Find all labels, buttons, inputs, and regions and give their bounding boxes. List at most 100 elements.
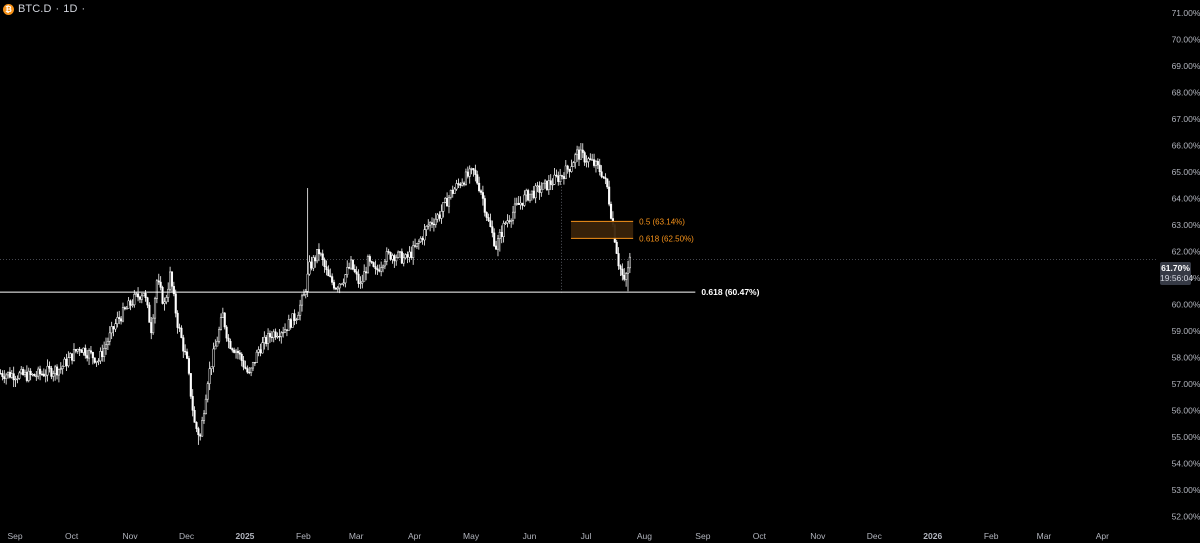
candle-body xyxy=(476,174,479,184)
candle-body xyxy=(608,186,611,205)
candle-body xyxy=(434,218,437,225)
candle-body xyxy=(365,271,368,274)
candle-body xyxy=(591,159,594,161)
candle-body xyxy=(127,300,130,309)
candle-body xyxy=(397,251,400,258)
candle-body xyxy=(500,231,503,237)
candle-body xyxy=(272,331,275,338)
candle-body xyxy=(478,182,481,192)
candle-body xyxy=(587,158,590,162)
candle-body xyxy=(321,253,324,260)
candle-body xyxy=(71,353,74,361)
candle-body xyxy=(82,347,85,353)
candle-body xyxy=(461,182,464,186)
y-tick-label: 65.00% xyxy=(1172,167,1200,177)
symbol-header[interactable]: ₿ BTC.D · 1D · xyxy=(3,2,85,16)
y-tick-label: 64.00% xyxy=(1172,194,1200,204)
candle-body xyxy=(176,312,179,328)
candle-body xyxy=(319,253,322,255)
candle-body xyxy=(10,373,13,378)
candle-body xyxy=(353,269,356,272)
candle-body xyxy=(76,348,79,352)
candle-body xyxy=(474,169,477,175)
interval-label: 1D xyxy=(63,3,78,15)
candle-body xyxy=(202,413,206,421)
candle-body xyxy=(604,177,607,180)
candle-body xyxy=(6,371,10,376)
candle-body xyxy=(329,275,332,277)
candle-body xyxy=(581,149,584,153)
y-tick-label: 69.00% xyxy=(1172,61,1200,71)
candle-body xyxy=(218,329,221,342)
candle-body xyxy=(297,315,300,320)
candle-body xyxy=(214,345,217,350)
candle-body xyxy=(5,374,8,379)
candle-body xyxy=(267,333,270,344)
candle-body xyxy=(338,283,341,289)
candle-body xyxy=(50,368,53,377)
candle-body xyxy=(381,265,385,268)
candle-body xyxy=(361,281,364,284)
candle-body xyxy=(165,297,168,303)
candle-body xyxy=(104,344,108,349)
candle-body xyxy=(150,322,153,334)
candle-body xyxy=(430,222,434,225)
candle-body xyxy=(314,257,317,262)
candle-body xyxy=(265,336,268,344)
candle-body xyxy=(380,267,383,272)
y-tick-label: 63.00% xyxy=(1172,220,1200,230)
candle-body xyxy=(325,266,328,271)
y-tick-label: 68.00% xyxy=(1172,88,1200,98)
candle-body xyxy=(242,360,245,368)
candle-body xyxy=(274,331,277,338)
candle-body xyxy=(67,357,70,367)
bitcoin-icon: ₿ xyxy=(3,3,14,15)
candle-body xyxy=(459,183,462,186)
candle-body xyxy=(536,185,539,187)
candle-body xyxy=(366,256,370,274)
candle-body xyxy=(553,174,556,185)
candle-body xyxy=(144,293,147,298)
candle-body xyxy=(336,287,339,290)
candle-body xyxy=(425,226,428,230)
candle-body xyxy=(506,220,509,224)
candle-body xyxy=(125,308,128,310)
candle-body xyxy=(88,350,91,359)
candle-body xyxy=(69,353,72,358)
candle-body xyxy=(142,293,145,297)
candle-body xyxy=(293,313,296,321)
candle-body xyxy=(18,372,21,379)
candle-body xyxy=(625,273,628,280)
candle-body xyxy=(468,168,471,177)
candle-body xyxy=(121,307,125,322)
y-tick-label: 52.00% xyxy=(1172,511,1200,521)
candle-body xyxy=(457,183,460,185)
candle-body xyxy=(542,182,545,190)
candle-body xyxy=(487,217,490,221)
candle-body xyxy=(14,378,17,381)
candle-body xyxy=(555,174,558,177)
candle-body xyxy=(12,373,15,381)
candle-body xyxy=(157,280,160,283)
candle-body xyxy=(206,383,209,400)
candle-body xyxy=(515,203,518,205)
candle-body xyxy=(493,232,496,247)
candle-body xyxy=(609,203,613,219)
candle-body xyxy=(300,295,304,306)
candle-body xyxy=(485,212,488,218)
candle-body xyxy=(363,271,366,282)
candle-body xyxy=(419,238,422,243)
candle-body xyxy=(118,317,121,320)
candle-body xyxy=(72,349,76,361)
y-tick-label: 60.00% xyxy=(1172,300,1200,310)
candle-body xyxy=(576,149,579,156)
candle-body xyxy=(80,349,83,353)
candle-body xyxy=(400,251,403,264)
candle-body xyxy=(212,348,215,368)
candle-body xyxy=(372,262,375,267)
candle-body xyxy=(180,327,183,338)
candle-body xyxy=(472,168,475,171)
candle-body xyxy=(383,261,386,267)
candle-body xyxy=(153,298,157,319)
